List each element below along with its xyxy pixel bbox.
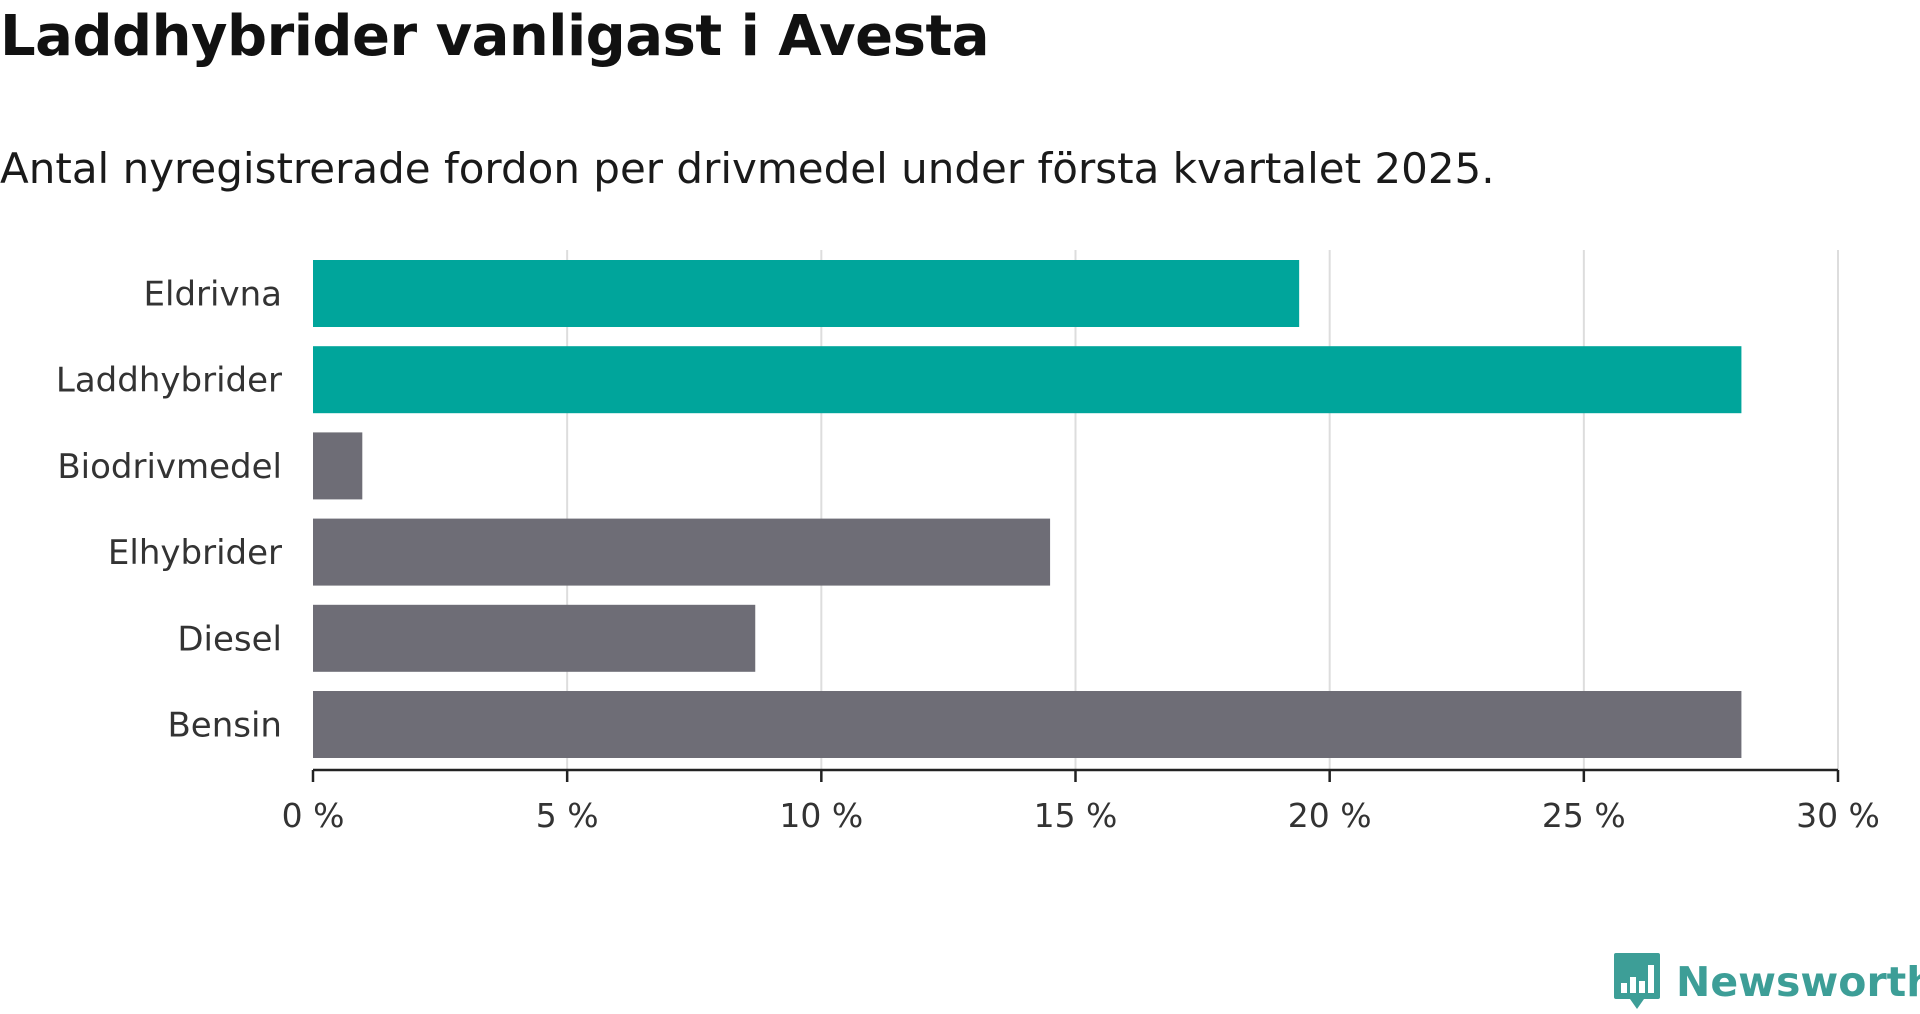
category-label: Laddhybrider	[56, 361, 282, 401]
bar-laddhybrider	[313, 346, 1742, 414]
category-label: Eldrivna	[144, 275, 282, 315]
x-axis: 0 % 5 % 10 % 15 % 20 % 25 % 30 %	[282, 768, 1880, 835]
category-label: Biodrivmedel	[57, 447, 282, 487]
category-label: Elhybrider	[108, 533, 282, 573]
x-tick-label: 15 %	[1034, 796, 1118, 835]
bar-bensin	[313, 691, 1742, 758]
bars	[313, 260, 1742, 758]
x-tick-label: 0 %	[282, 796, 345, 835]
category-label: Diesel	[177, 619, 282, 659]
bar-biodrivmedel	[313, 432, 363, 500]
grid-lines	[566, 250, 1839, 770]
x-tick-label: 30 %	[1796, 796, 1880, 835]
bar-elhybrider	[313, 518, 1051, 586]
chart-title: Laddhybrider vanligast i Avesta	[0, 4, 990, 69]
category-label: Bensin	[167, 706, 282, 746]
x-tick-label: 20 %	[1288, 796, 1372, 835]
bar-diesel	[313, 604, 756, 672]
brand-logo: Newsworthy	[1612, 950, 1920, 1014]
category-labels: Eldrivna Laddhybrider Biodrivmedel Elhybrid…	[56, 275, 282, 746]
bar-eldrivna	[313, 260, 1300, 327]
x-tick-label: 5 %	[536, 796, 599, 835]
x-tick-label: 25 %	[1542, 796, 1626, 835]
newsworthy-logo-icon	[1614, 953, 1660, 1009]
x-tick-label: 10 %	[779, 796, 863, 835]
chart-subtitle: Antal nyregistrerade fordon per drivmede…	[0, 144, 1495, 193]
brand-name: Newsworthy	[1676, 958, 1920, 1006]
